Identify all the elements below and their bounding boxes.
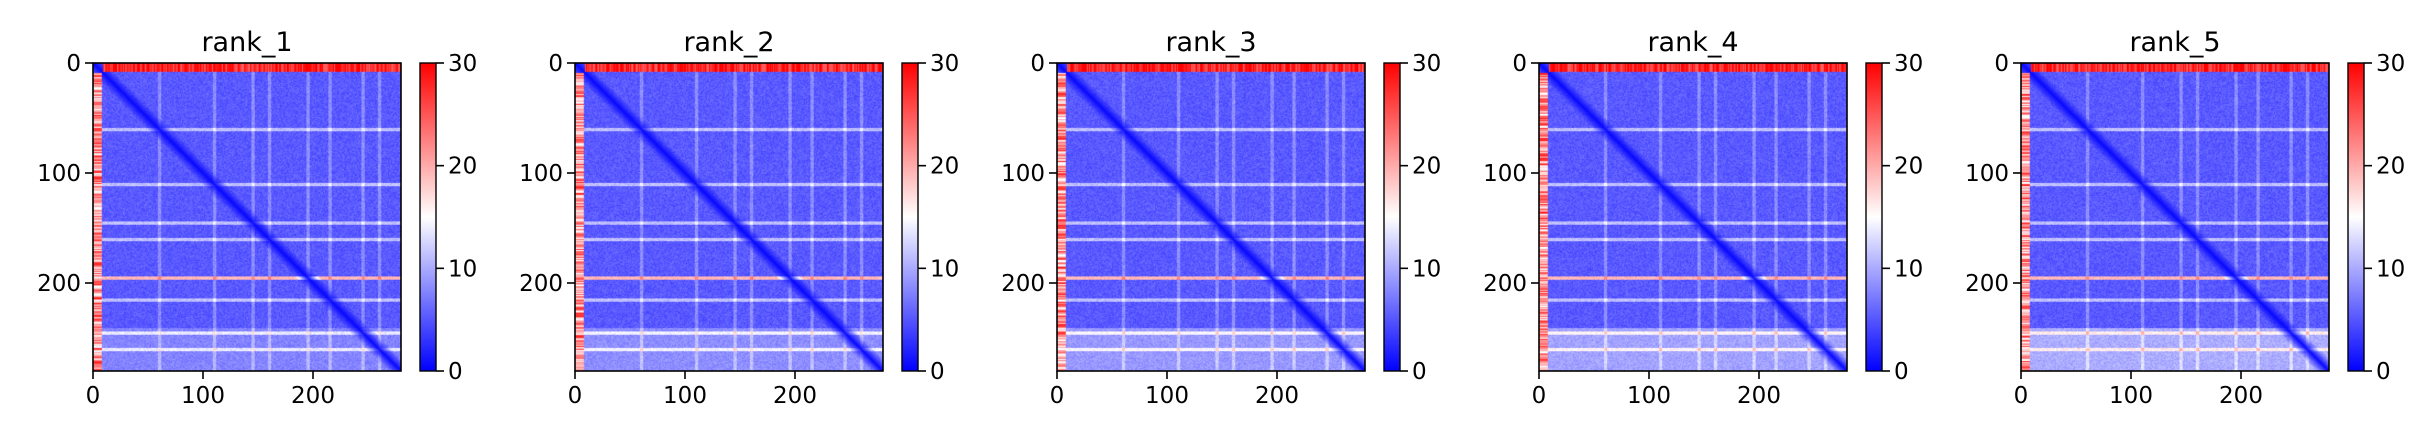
chart-title: rank_1 [201, 27, 292, 58]
heatmap-panel-3: rank_3 0 100 200 0 100 200 0 10 20 30 [1001, 27, 1441, 409]
colorbar-tick-label: 10 [448, 256, 477, 282]
x-tick-label: 0 [1532, 383, 1547, 409]
x-tick-label: 200 [2219, 383, 2263, 409]
x-tick-label: 200 [1255, 383, 1299, 409]
y-tick-label: 0 [548, 51, 563, 77]
y-tick-label: 0 [1030, 51, 1045, 77]
plot-frame [2020, 62, 2330, 372]
y-tick-label: 200 [519, 271, 563, 297]
colorbar-tick-label: 10 [1412, 256, 1441, 282]
colorbar-tick-label: 30 [930, 51, 959, 77]
y-tick-label: 100 [37, 161, 81, 187]
colorbar [2347, 62, 2365, 372]
heatmap-panel-4: rank_4 0 100 200 0 100 200 0 10 20 30 [1483, 27, 1923, 409]
x-tick-label: 0 [568, 383, 583, 409]
y-tick-label: 200 [1965, 271, 2009, 297]
y-tick-label: 200 [1483, 271, 1527, 297]
y-tick-label: 200 [37, 271, 81, 297]
colorbar [1383, 62, 1401, 372]
colorbar [901, 62, 919, 372]
x-tick-label: 0 [86, 383, 101, 409]
colorbar-tick-label: 0 [1412, 359, 1427, 385]
colorbar-tick-label: 10 [2376, 256, 2405, 282]
y-tick-label: 200 [1001, 271, 1045, 297]
plot-frame [574, 62, 884, 372]
x-tick-label: 0 [1050, 383, 1065, 409]
plot-frame [1538, 62, 1848, 372]
x-tick-label: 0 [2014, 383, 2029, 409]
colorbar-tick-label: 20 [1412, 154, 1441, 180]
heatmap-image [2021, 63, 2329, 371]
x-tick-label: 200 [291, 383, 335, 409]
x-tick-label: 200 [1737, 383, 1781, 409]
heatmap-image [93, 63, 401, 371]
colorbar-tick-label: 0 [448, 359, 463, 385]
y-tick-label: 0 [1994, 51, 2009, 77]
heatmap-panel-2: rank_2 0 100 200 0 100 200 0 10 20 30 [519, 27, 959, 409]
x-tick-label: 100 [181, 383, 225, 409]
colorbar-tick-label: 0 [1894, 359, 1909, 385]
colorbar [1865, 62, 1883, 372]
colorbar-tick-label: 20 [930, 154, 959, 180]
colorbar-tick-label: 10 [1894, 256, 1923, 282]
heatmap-panel-5: rank_5 0 100 200 0 100 200 0 10 20 30 [1965, 27, 2405, 409]
x-tick-label: 200 [773, 383, 817, 409]
y-tick-label: 100 [1483, 161, 1527, 187]
y-tick-label: 0 [66, 51, 81, 77]
x-tick-label: 100 [1145, 383, 1189, 409]
colorbar-tick-label: 20 [2376, 154, 2405, 180]
y-tick-label: 100 [1965, 161, 2009, 187]
heatmap-image [575, 63, 883, 371]
colorbar-tick-label: 0 [2376, 359, 2391, 385]
y-tick-label: 100 [519, 161, 563, 187]
x-tick-label: 100 [663, 383, 707, 409]
colorbar-tick-label: 20 [1894, 154, 1923, 180]
colorbar-tick-label: 30 [448, 51, 477, 77]
y-tick-label: 100 [1001, 161, 1045, 187]
colorbar-tick-label: 30 [1412, 51, 1441, 77]
colorbar-tick-label: 20 [448, 154, 477, 180]
plot-frame [1056, 62, 1366, 372]
chart-title: rank_3 [1165, 27, 1256, 58]
chart-title: rank_2 [683, 27, 774, 58]
plot-frame [92, 62, 402, 372]
chart-title: rank_4 [1647, 27, 1738, 58]
colorbar-tick-label: 0 [930, 359, 945, 385]
heatmap-image [1057, 63, 1365, 371]
chart-title: rank_5 [2129, 27, 2220, 58]
colorbar-tick-label: 10 [930, 256, 959, 282]
heatmap-image [1539, 63, 1847, 371]
colorbar [419, 62, 437, 372]
colorbar-tick-label: 30 [2376, 51, 2405, 77]
colorbar-tick-label: 30 [1894, 51, 1923, 77]
y-tick-label: 0 [1512, 51, 1527, 77]
heatmap-panel-1: rank_1 0 100 200 0 100 200 0 10 20 30 [37, 27, 477, 409]
x-tick-label: 100 [1627, 383, 1671, 409]
x-tick-label: 100 [2109, 383, 2153, 409]
